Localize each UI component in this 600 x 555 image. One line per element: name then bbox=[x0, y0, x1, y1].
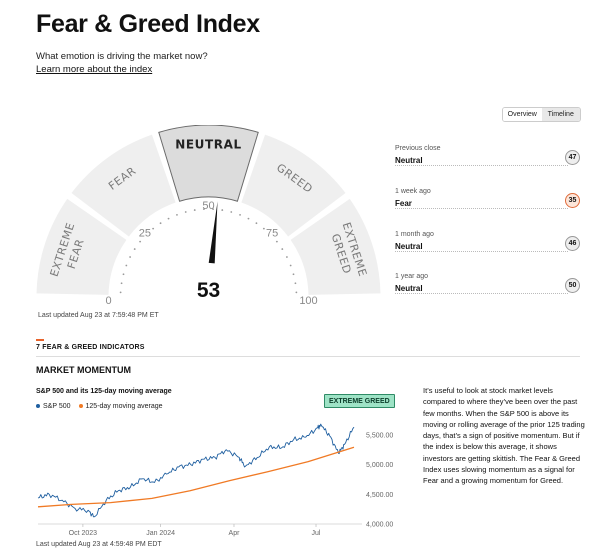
gauge-dot bbox=[139, 240, 142, 243]
history-rating: Neutral bbox=[395, 284, 423, 293]
gauge-dot bbox=[176, 213, 178, 216]
legend-moving-average-label: 125-day moving average bbox=[85, 403, 163, 410]
chart-title: S&P 500 and its 125-day moving average bbox=[36, 388, 172, 395]
gauge-dot bbox=[275, 240, 278, 243]
gauge-dot bbox=[202, 208, 205, 211]
view-toggle: Overview Timeline bbox=[502, 107, 581, 122]
legend-sp500: S&P 500 bbox=[36, 403, 71, 410]
history-label: Previous close bbox=[395, 145, 441, 152]
legend-sp500-label: S&P 500 bbox=[43, 403, 71, 410]
series-line-125-day-moving-average bbox=[37, 446, 355, 508]
gauge-dot bbox=[295, 291, 298, 294]
gauge-dot bbox=[247, 217, 250, 220]
section-divider bbox=[36, 356, 580, 357]
gauge-dot bbox=[193, 209, 196, 211]
gauge-dot bbox=[286, 256, 288, 258]
gauge-dot bbox=[292, 273, 295, 276]
gauge-tick-50: 50 bbox=[202, 200, 214, 212]
history-item: 1 week ago Fear 35 bbox=[395, 188, 580, 228]
y-tick-label: 5,500.00 bbox=[366, 432, 393, 439]
history-label: 1 year ago bbox=[395, 273, 429, 280]
overview-toggle-button[interactable]: Overview bbox=[503, 108, 542, 121]
gauge-dot bbox=[230, 211, 233, 213]
gauge-segment-neutral bbox=[158, 125, 259, 202]
x-tick-label: Jan 2024 bbox=[146, 530, 175, 537]
history-divider bbox=[395, 293, 568, 294]
history-item: 1 month ago Neutral 46 bbox=[395, 231, 580, 271]
gauge-segment-extreme-fear bbox=[36, 198, 127, 295]
gauge-dot bbox=[212, 208, 215, 211]
page-subtitle: What emotion is driving the market now? bbox=[36, 51, 208, 62]
gauge-dot bbox=[120, 282, 123, 285]
gauge-dot bbox=[152, 227, 155, 230]
gauge-dot bbox=[289, 264, 292, 267]
gauge-dot bbox=[125, 264, 128, 267]
gauge-dot bbox=[281, 248, 284, 250]
page-title: Fear & Greed Index bbox=[36, 10, 260, 38]
history-score: 50 bbox=[565, 278, 580, 293]
chart-legend: S&P 500 125-day moving average bbox=[36, 403, 163, 410]
history-score: 35 bbox=[565, 193, 580, 208]
momentum-badge: EXTREME GREED bbox=[324, 394, 395, 408]
gauge-dot bbox=[184, 211, 187, 213]
fear-greed-gauge: EXTREMEFEARFEARNEUTRALGREEDEXTREMEGREED … bbox=[36, 125, 381, 305]
gauge-needle bbox=[208, 201, 218, 264]
history-divider bbox=[395, 251, 568, 252]
momentum-description: It’s useful to look at stock market leve… bbox=[423, 386, 585, 486]
gauge-dot bbox=[294, 282, 297, 285]
gauge-segment-fear bbox=[71, 134, 176, 237]
history-rating: Neutral bbox=[395, 242, 423, 251]
gauge-segment-extreme-greed bbox=[290, 198, 381, 295]
x-tick-label: Oct 2023 bbox=[69, 530, 98, 537]
gauge-dot bbox=[159, 222, 162, 225]
gauge-dot bbox=[119, 291, 122, 294]
history-rating: Neutral bbox=[395, 156, 423, 165]
gauge-value: 53 bbox=[197, 279, 220, 302]
history-label: 1 week ago bbox=[395, 188, 431, 195]
gauge-dot bbox=[221, 209, 224, 211]
gauge-dot bbox=[262, 227, 265, 230]
history-item: Previous close Neutral 47 bbox=[395, 145, 580, 185]
indicators-accent-bar bbox=[36, 339, 44, 341]
gauge-dot bbox=[167, 217, 170, 220]
x-tick-label: Apr bbox=[229, 530, 241, 537]
gauge-last-updated: Last updated Aug 23 at 7:59:48 PM ET bbox=[38, 312, 159, 319]
gauge-dot bbox=[133, 248, 136, 250]
history-label: 1 month ago bbox=[395, 231, 434, 238]
gauge-tick-75: 75 bbox=[266, 227, 278, 239]
gauge-tick-25: 25 bbox=[139, 227, 151, 239]
gauge-dot bbox=[129, 256, 131, 258]
legend-moving-average: 125-day moving average bbox=[78, 403, 163, 410]
history-rating: Fear bbox=[395, 199, 412, 208]
gauge-dot bbox=[122, 273, 125, 276]
y-tick-label: 4,500.00 bbox=[366, 492, 393, 499]
y-tick-label: 5,000.00 bbox=[366, 462, 393, 469]
gauge-segment-greed bbox=[241, 134, 346, 237]
series-line-s-p-500 bbox=[37, 423, 355, 518]
history-score: 47 bbox=[565, 150, 580, 165]
x-tick-label: Jul bbox=[312, 530, 321, 537]
gauge-tick-0: 0 bbox=[105, 295, 111, 305]
y-tick-label: 4,000.00 bbox=[366, 522, 393, 529]
market-momentum-chart: 4,000.00 4,500.00 5,000.00 5,500.00 Oct 2023… bbox=[37, 423, 393, 537]
history-item: 1 year ago Neutral 50 bbox=[395, 273, 580, 313]
gauge-hub bbox=[172, 261, 245, 305]
gauge-dot bbox=[255, 222, 258, 225]
gauge-tick-100: 100 bbox=[299, 295, 317, 305]
gauge-dot bbox=[239, 213, 241, 216]
learn-more-link[interactable]: Learn more about the index bbox=[36, 64, 153, 75]
history-divider bbox=[395, 208, 568, 209]
timeline-toggle-button[interactable]: Timeline bbox=[541, 108, 580, 121]
chart-last-updated: Last updated Aug 23 at 4:59:48 PM EDT bbox=[36, 541, 162, 548]
gauge-segment-label-neutral: NEUTRAL bbox=[175, 138, 242, 152]
history-divider bbox=[395, 165, 568, 166]
history-score: 46 bbox=[565, 236, 580, 251]
market-momentum-heading: MARKET MOMENTUM bbox=[36, 365, 131, 375]
indicators-heading: 7 FEAR & GREED INDICATORS bbox=[36, 344, 145, 351]
